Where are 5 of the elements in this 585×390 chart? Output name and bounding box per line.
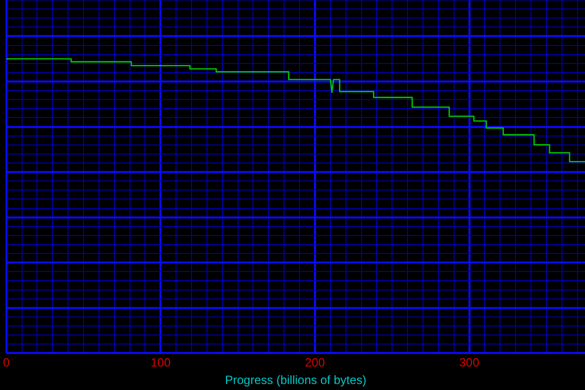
x-tick-label: 200 xyxy=(304,356,326,370)
x-tick-label: 0 xyxy=(2,356,10,370)
x-tick-label: 300 xyxy=(459,356,480,370)
x-axis-title: Progress (billions of bytes) xyxy=(224,373,366,388)
x-tick-label: 100 xyxy=(150,356,171,370)
